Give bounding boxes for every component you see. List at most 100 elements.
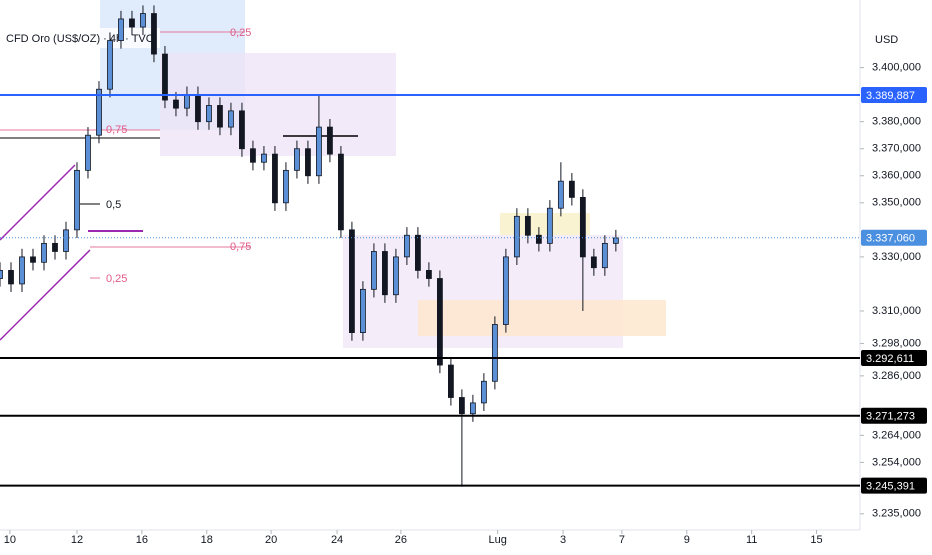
candle-body	[272, 153, 278, 204]
candle-body	[415, 234, 421, 271]
y-tick-label: 3.400,000	[872, 62, 921, 74]
candle-body	[524, 215, 531, 236]
candle-body	[393, 256, 399, 296]
price-label-bg	[861, 229, 927, 246]
candle-body	[250, 148, 256, 163]
candle-body	[8, 270, 14, 285]
fib-label: 0,75	[230, 241, 251, 253]
candle-body	[491, 324, 498, 382]
candle-body	[239, 110, 245, 150]
candle-body	[0, 270, 3, 279]
candle-body	[469, 402, 476, 415]
price-label-bg	[861, 407, 927, 424]
x-tick-label: 16	[136, 534, 148, 546]
candle-body	[118, 18, 124, 41]
candle-body	[447, 364, 454, 398]
fib-label: 0,25	[230, 27, 251, 39]
candle-body	[327, 126, 333, 155]
price-label: 3.292,611	[866, 353, 914, 365]
y-tick-label: 3.254,000	[872, 456, 921, 468]
candle-body	[195, 94, 201, 123]
fib-label: 0,5	[106, 199, 121, 211]
candle-body	[217, 105, 223, 128]
candle-body	[579, 196, 586, 258]
candle-body	[107, 40, 113, 90]
fib-label: 0,25	[106, 273, 127, 285]
candle-body	[184, 94, 190, 109]
price-label-bg	[861, 349, 927, 366]
x-tick-label: 18	[201, 534, 213, 546]
x-tick-label: 7	[619, 534, 625, 546]
candle-body	[513, 215, 520, 258]
price-label: 3.389,887	[866, 90, 915, 102]
x-tick-label: 3	[560, 534, 566, 546]
x-tick-label: Lug	[488, 534, 506, 546]
candle-body	[52, 242, 58, 252]
price-label-bg	[861, 86, 927, 103]
x-tick-label: 26	[395, 534, 407, 546]
zone	[418, 300, 666, 336]
candle-body	[480, 380, 487, 404]
candle-body	[151, 13, 157, 55]
y-axis-label: USD	[875, 34, 898, 46]
y-tick-label: 3.350,000	[872, 197, 921, 209]
candle-body	[63, 229, 69, 252]
y-tick-label: 3.330,000	[872, 251, 921, 263]
candle-body	[557, 180, 564, 209]
y-tick-label: 3.380,000	[872, 116, 921, 128]
candle-body	[535, 234, 542, 244]
candle-body	[19, 256, 25, 285]
candle-body	[283, 169, 289, 204]
candle-body	[85, 134, 91, 171]
candle-body	[360, 288, 366, 334]
candle-body	[173, 99, 179, 109]
candle-body	[294, 148, 300, 171]
price-label: 3.337,060	[866, 233, 915, 245]
fib-label: 0,75	[106, 124, 127, 136]
candle-body	[426, 270, 432, 279]
candle-body	[41, 242, 47, 263]
channel-line	[0, 249, 91, 341]
candle-body	[612, 237, 619, 244]
price-label: 3.271,273	[866, 411, 915, 423]
candle-body	[436, 278, 443, 366]
candle-body	[371, 251, 377, 290]
candle-body	[404, 234, 410, 258]
x-tick-label: 20	[265, 534, 277, 546]
candle-body	[30, 256, 36, 263]
y-tick-label: 3.264,000	[872, 429, 921, 441]
candle-body	[261, 153, 267, 163]
channel-line	[0, 164, 76, 241]
candle-body	[305, 148, 311, 177]
x-tick-label: 10	[4, 534, 16, 546]
x-tick-label: 15	[810, 534, 822, 546]
candle-body	[162, 53, 168, 101]
candle-body	[590, 256, 597, 269]
candle-body	[96, 88, 102, 136]
y-tick-label: 3.310,000	[872, 305, 921, 317]
candle-body	[349, 229, 355, 334]
y-tick-label: 3.298,000	[872, 337, 921, 349]
y-tick-label: 3.235,000	[872, 508, 921, 520]
candle-body	[338, 153, 344, 231]
candle-body	[129, 18, 135, 28]
y-tick-label: 3.370,000	[872, 143, 921, 155]
candle-body	[316, 126, 322, 177]
zone	[500, 213, 590, 235]
candle-body	[502, 256, 509, 325]
y-tick-label: 3.360,000	[872, 170, 921, 182]
price-label: 3.245,391	[866, 481, 915, 493]
price-label-bg	[861, 477, 927, 494]
candle-body	[140, 13, 146, 28]
candle-body	[546, 207, 553, 244]
candle-body	[601, 242, 608, 269]
candle-body	[382, 251, 388, 296]
y-tick-label: 3.286,000	[872, 370, 921, 382]
x-tick-label: 11	[746, 534, 757, 546]
x-tick-label: 24	[331, 534, 343, 546]
candle-body	[206, 105, 212, 123]
chart-title: CFD Oro (US$/OZ) · 4h · TVC	[6, 33, 154, 45]
x-tick-label: 12	[71, 534, 83, 546]
x-tick-label: 9	[684, 534, 690, 546]
